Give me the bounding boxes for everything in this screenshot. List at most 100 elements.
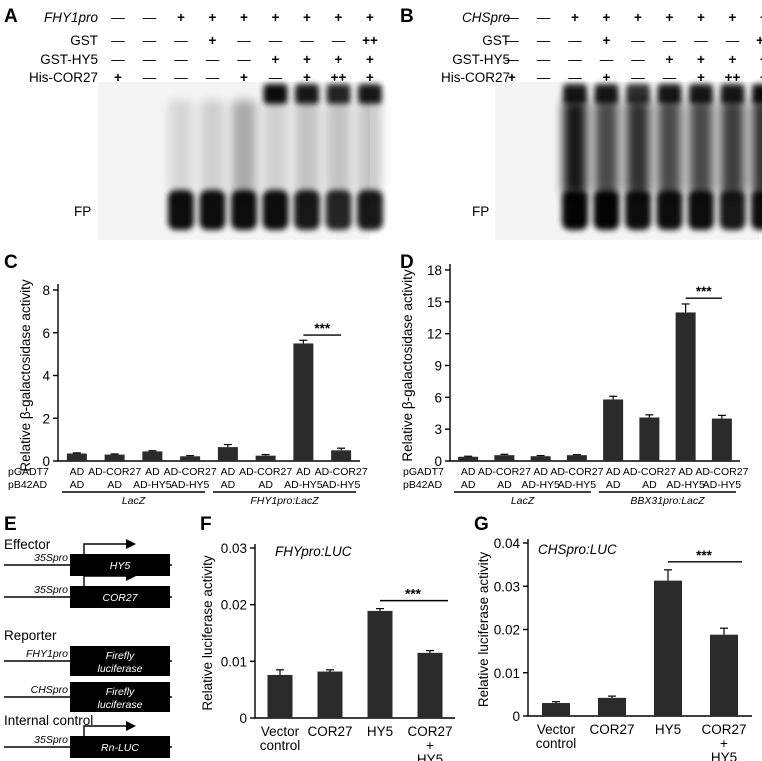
arrow-head-icon: [126, 571, 136, 581]
free-probe-band: [688, 190, 714, 230]
bar: [675, 312, 696, 461]
emsa-cell: —: [631, 70, 645, 85]
category-label: HY5: [655, 722, 681, 737]
emsa-b-condition-table: CHSpro——+++++++GST———+————++GST-HY5—————…: [441, 10, 762, 85]
category-label-pb42ad: AD-HY5: [284, 479, 323, 491]
bar: [217, 447, 238, 461]
category-label-pgadt7: AD-COR27: [695, 466, 748, 478]
panel-e-constructs: E Effector Reporter Internal control 35S…: [4, 514, 172, 758]
emsa-cell: —: [143, 70, 157, 85]
smear-band: [263, 100, 288, 195]
free-probe-band: [357, 190, 383, 230]
panel-b-emsa: B CHSpro——+++++++GST———+————++GST-HY5———…: [400, 6, 762, 240]
emsa-cell: —: [537, 33, 551, 48]
smear-band: [720, 100, 745, 195]
y-tick-label: 0.04: [494, 536, 521, 551]
emsa-cell: +: [603, 10, 611, 25]
y-tick-label: 8: [42, 283, 50, 298]
bar: [142, 451, 163, 461]
y-axis-label: Relative β-galactosidase activity: [400, 269, 415, 462]
emsa-cell: —: [568, 52, 582, 67]
emsa-cell: —: [111, 52, 125, 67]
category-label-pgadt7: AD: [606, 466, 621, 478]
emsa-cell: +: [335, 10, 343, 25]
free-probe-band: [593, 190, 620, 230]
y-tick-label: 0.03: [494, 579, 520, 594]
category-label: COR27: [589, 722, 634, 737]
panel-letter-c: C: [4, 252, 18, 273]
category-label-pgadt7: AD-COR27: [315, 466, 368, 478]
emsa-cell: ++: [362, 33, 378, 48]
bar: [711, 418, 732, 461]
shifted-band: [295, 84, 319, 104]
emsa-b-fp-label: FP: [472, 204, 489, 219]
bar: [494, 455, 515, 461]
emsa-cell: —: [174, 52, 188, 67]
panel-c-chart: C 0 2 4 6 8 Relative β-galactosidase activity…: [4, 252, 368, 507]
promoter-label: 35Spro: [34, 552, 68, 564]
y-tick-label: 0.01: [494, 666, 520, 681]
emsa-cell: —: [600, 52, 614, 67]
shifted-band: [720, 84, 745, 104]
emsa-cell: —: [269, 33, 283, 48]
bar: [317, 671, 343, 718]
category-label-pb42ad: AD: [70, 479, 85, 491]
row-label: pB42AD: [8, 479, 48, 491]
shifted-band: [263, 84, 288, 104]
smear-band: [626, 100, 650, 195]
free-probe-band: [719, 190, 746, 230]
category-label-pb42ad: AD: [258, 479, 273, 491]
axis-lines: [57, 284, 360, 462]
emsa-cell: +: [303, 10, 311, 25]
y-tick-label: 0: [434, 454, 442, 469]
group-label: LacZ: [511, 495, 535, 507]
bar: [598, 697, 626, 716]
y-tick-label: 0.01: [221, 654, 247, 669]
emsa-cell: +: [240, 70, 248, 85]
emsa-cell: —: [143, 10, 157, 25]
shifted-band: [326, 84, 351, 104]
free-probe-band: [294, 190, 320, 230]
category-label-pb42ad: AD-HY5: [666, 479, 705, 491]
emsa-cell: —: [505, 10, 519, 25]
free-probe-band: [325, 190, 352, 230]
shifted-band: [563, 84, 587, 104]
free-probe-band: [656, 190, 683, 230]
y-tick-label: 12: [427, 327, 442, 342]
significance-label: ***: [405, 587, 422, 602]
emsa-cell: +: [760, 10, 762, 25]
promoter-label: 35Spro: [34, 734, 68, 746]
category-label-pb42ad: AD-HY5: [558, 479, 597, 491]
group-label: LacZ: [122, 495, 146, 507]
emsa-cell: +: [366, 52, 374, 67]
free-probe-band: [199, 190, 226, 230]
category-label: HY5: [367, 724, 393, 739]
row-label: pGADT7: [8, 466, 49, 478]
emsa-cell: +: [760, 52, 762, 67]
gene-box: [70, 736, 170, 758]
row-label: pGADT7: [403, 466, 444, 478]
promoter-arrow: [83, 543, 126, 554]
emsa-row-label: GST-HY5: [452, 52, 510, 67]
panel-letter-f: F: [200, 514, 212, 535]
emsa-b-gel-bands: [562, 84, 762, 230]
category-label-pgadt7: AD: [221, 466, 236, 478]
emsa-cell: +: [634, 10, 642, 25]
emsa-cell: +: [697, 52, 705, 67]
y-tick-label: 2: [42, 411, 50, 426]
y-tick-label: 0.02: [221, 598, 247, 613]
category-label-pgadt7: AD: [678, 466, 693, 478]
shifted-band: [594, 84, 619, 104]
category-label-pgadt7: AD: [70, 466, 85, 478]
y-tick-label: 9: [434, 359, 442, 374]
promoter-arrow: [83, 725, 126, 736]
construct-list: 35Spro HY5 35Spro COR27 FHY1pro Firefly lucife…: [4, 539, 172, 758]
promoter-label: 35Spro: [34, 584, 68, 596]
significance-label: ***: [696, 284, 713, 299]
category-label-pb42ad: AD-HY5: [703, 479, 742, 491]
smear-band: [594, 100, 619, 195]
emsa-row-label: GST-HY5: [40, 52, 98, 67]
y-tick-label: 6: [42, 326, 50, 341]
emsa-cell: —: [631, 52, 645, 67]
